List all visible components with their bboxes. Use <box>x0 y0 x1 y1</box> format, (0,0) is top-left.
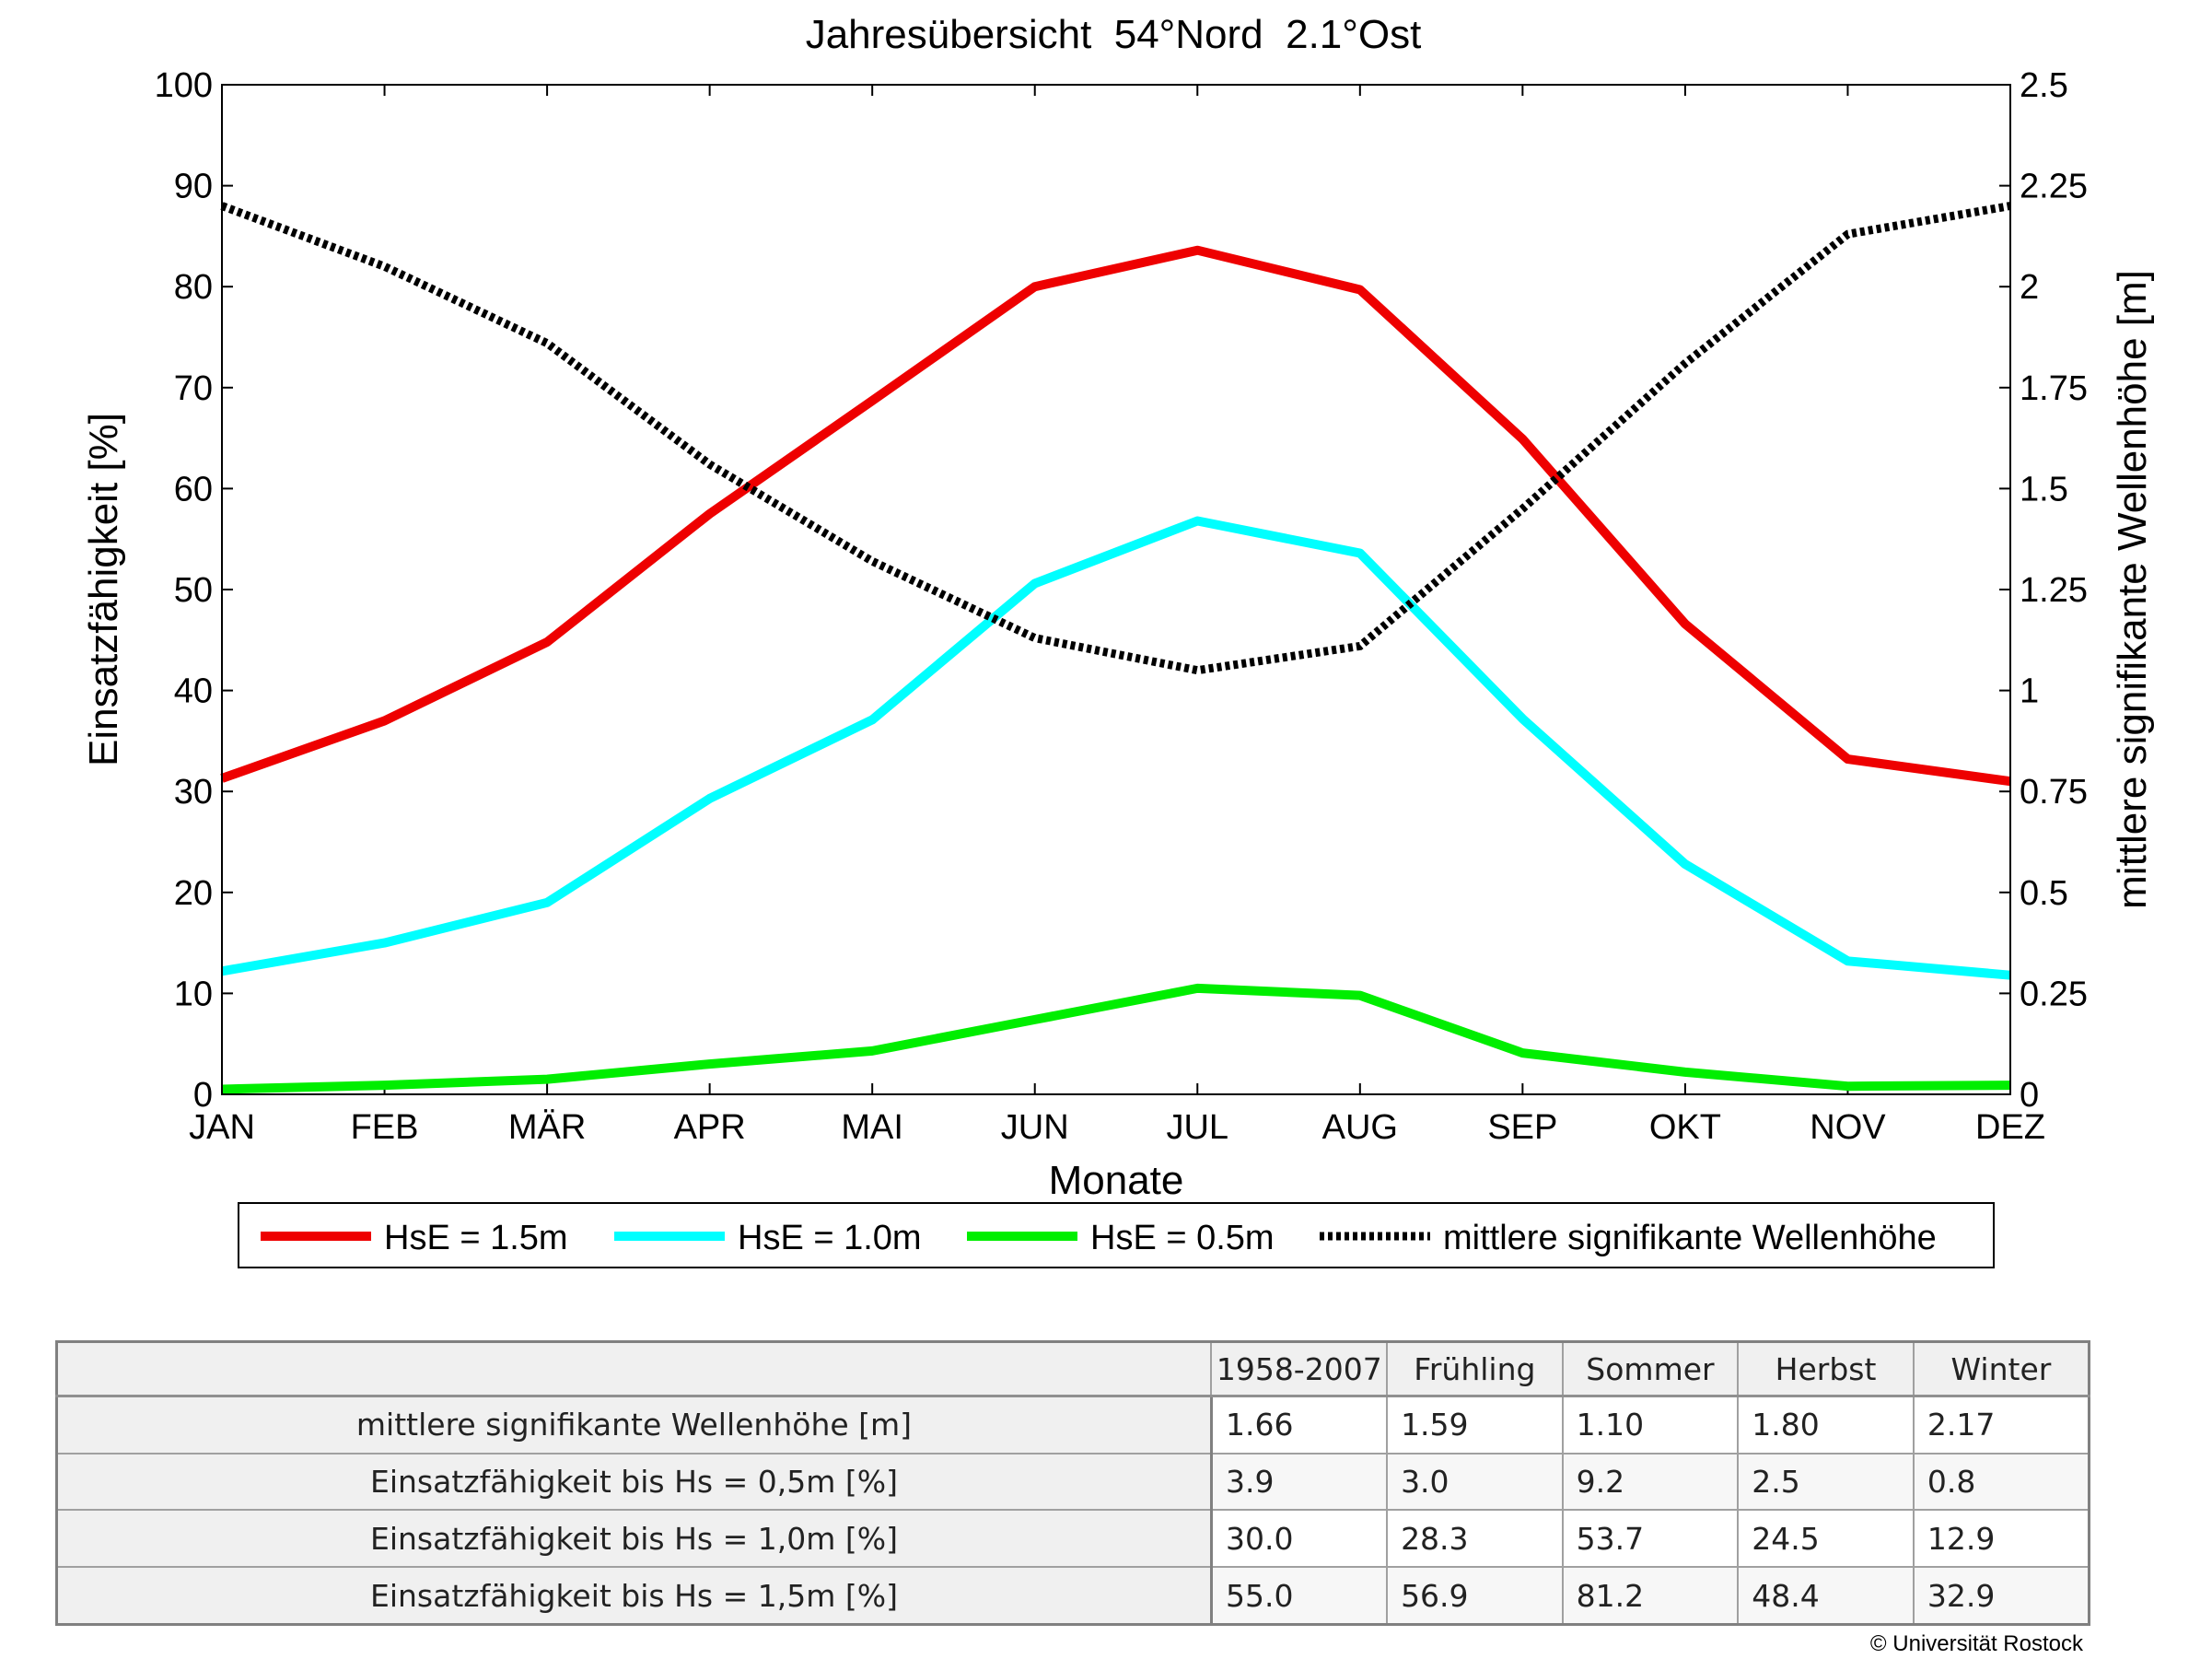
table-cell: 3.9 <box>1210 1452 1389 1512</box>
legend-label-2: HsE = 0.5m <box>1090 1219 1275 1257</box>
table-cell: 55.0 <box>1210 1566 1389 1626</box>
y-tick-label: 10 <box>174 975 213 1013</box>
y-tick-label: 70 <box>174 369 213 408</box>
table-row: mittlere signifikante Wellenhöhe [m] 1.66… <box>55 1395 2090 1455</box>
table-column-header: Winter <box>1912 1340 2090 1397</box>
series-line-3 <box>220 202 2011 675</box>
table-cell: 1.10 <box>1561 1395 1740 1455</box>
y-tick-label: 50 <box>174 571 213 610</box>
x-tick-label: NOV <box>1810 1108 1886 1147</box>
x-tick-label: FEB <box>351 1108 419 1147</box>
legend-box <box>238 1202 1995 1268</box>
y2-axis-ticks: 0 0.25 0.5 0.75 1 1.25 1.5 1.75 2 2.25 2.5 <box>2020 66 2088 1115</box>
chart-title: Jahresübersicht 54°Nord 2.1°Ost <box>806 12 1422 57</box>
table-column-header: Frühling <box>1386 1340 1564 1397</box>
table-corner-cell <box>55 1340 1213 1397</box>
summary-table: 1958-2007 Frühling Sommer Herbst Winter mitt… <box>55 1340 2090 1626</box>
copyright-notice: © Universität Rostock <box>1869 1631 2083 1656</box>
table-cell: 81.2 <box>1561 1566 1740 1626</box>
legend-label-0: HsE = 1.5m <box>384 1219 568 1257</box>
series-line-1 <box>221 516 2011 980</box>
y2-tick-label: 1 <box>2020 672 2039 711</box>
series-layer <box>220 202 2011 1094</box>
x-tick-label: DEZ <box>1975 1108 2045 1147</box>
x-tick-label: JAN <box>189 1108 255 1147</box>
y2-tick-label: 1.5 <box>2020 470 2068 508</box>
table-cell: 9.2 <box>1561 1452 1740 1512</box>
y2-tick-label: 1.25 <box>2020 571 2088 610</box>
y-tick-label: 100 <box>155 66 213 105</box>
legend-label-3: mittlere signifikante Wellenhöhe <box>1443 1219 1937 1257</box>
y2-tick-label: 0.25 <box>2020 975 2088 1013</box>
table-row-label: Einsatzfähigkeit bis Hs = 1,5m [%] <box>55 1566 1213 1626</box>
table-cell: 28.3 <box>1386 1509 1564 1569</box>
y-tick-label: 0 <box>193 1076 213 1115</box>
x-axis-ticks: JAN FEB MÄR APR MAI JUN JUL AUG SEP OKT NOV DEZ <box>189 85 2045 1147</box>
table-row: Einsatzfähigkeit bis Hs = 1,0m [%] 30.0 28… <box>55 1509 2090 1569</box>
x-tick-label: SEP <box>1487 1108 1557 1147</box>
y-tick-label: 30 <box>174 773 213 812</box>
y-tick-label: 90 <box>174 168 213 206</box>
y2-tick-label: 0 <box>2020 1076 2039 1115</box>
table-cell: 12.9 <box>1912 1509 2090 1569</box>
y2-tick-label: 2.25 <box>2020 168 2088 206</box>
table-column-header: 1958-2007 <box>1210 1340 1389 1397</box>
table-cell: 56.9 <box>1386 1566 1564 1626</box>
table-column-header: Herbst <box>1737 1340 1915 1397</box>
legend: HsE = 1.5m HsE = 1.0m HsE = 0.5m mittlere s… <box>238 1202 1995 1268</box>
table-column-header: Sommer <box>1561 1340 1740 1397</box>
y-axis-ticks: 0 10 20 30 40 50 60 70 80 90 100 <box>155 66 2010 1115</box>
table-cell: 2.17 <box>1912 1395 2090 1455</box>
table-row-label: Einsatzfähigkeit bis Hs = 0,5m [%] <box>55 1452 1213 1512</box>
y-tick-label: 20 <box>174 874 213 913</box>
y2-tick-label: 2 <box>2020 268 2039 307</box>
y-tick-label: 80 <box>174 268 213 307</box>
table-cell: 3.0 <box>1386 1452 1564 1512</box>
x-tick-label: JUN <box>1001 1108 1069 1147</box>
x-tick-label: JUL <box>1166 1108 1228 1147</box>
table-row-label: Einsatzfähigkeit bis Hs = 1,0m [%] <box>55 1509 1213 1569</box>
y-tick-label: 60 <box>174 470 213 508</box>
table-cell: 1.80 <box>1737 1395 1915 1455</box>
x-tick-label: AUG <box>1322 1108 1398 1147</box>
table-row: Einsatzfähigkeit bis Hs = 1,5m [%] 55.0 56… <box>55 1566 2090 1626</box>
series-line-0 <box>220 245 2011 787</box>
plot-frame <box>221 84 2011 1095</box>
table-cell: 32.9 <box>1912 1566 2090 1626</box>
y-axis-label: Einsatzfähigkeit [%] <box>81 413 126 766</box>
x-axis-label: Monate <box>1049 1158 1184 1203</box>
table-cell: 0.8 <box>1912 1452 2090 1512</box>
x-tick-label: MÄR <box>508 1108 586 1147</box>
table-cell: 2.5 <box>1737 1452 1915 1512</box>
chart: Jahresübersicht 54°Nord 2.1°Ost 01020304… <box>81 12 2155 1268</box>
y2-tick-label: 0.75 <box>2020 773 2088 812</box>
y2-tick-label: 2.5 <box>2020 66 2068 105</box>
table-row-label: mittlere signifikante Wellenhöhe [m] <box>55 1395 1213 1455</box>
table-row: Einsatzfähigkeit bis Hs = 0,5m [%] 3.9 3.0… <box>55 1452 2090 1512</box>
table-cell: 24.5 <box>1737 1509 1915 1569</box>
x-tick-label: OKT <box>1649 1108 1721 1147</box>
table-header-row: 1958-2007 Frühling Sommer Herbst Winter <box>55 1340 2090 1397</box>
y2-axis-label: mittlere signifikante Wellenhöhe [m] <box>2110 270 2155 909</box>
x-tick-label: MAI <box>841 1108 903 1147</box>
table-cell: 1.66 <box>1210 1395 1389 1455</box>
table-cell: 48.4 <box>1737 1566 1915 1626</box>
series-line-2 <box>221 983 2011 1094</box>
y2-tick-label: 1.75 <box>2020 369 2088 408</box>
table-cell: 30.0 <box>1210 1509 1389 1569</box>
table-cell: 53.7 <box>1561 1509 1740 1569</box>
y2-tick-label: 0.5 <box>2020 874 2068 913</box>
y-tick-label: 40 <box>174 672 213 711</box>
legend-label-1: HsE = 1.0m <box>738 1219 922 1257</box>
table-cell: 1.59 <box>1386 1395 1564 1455</box>
x-tick-label: APR <box>674 1108 746 1147</box>
